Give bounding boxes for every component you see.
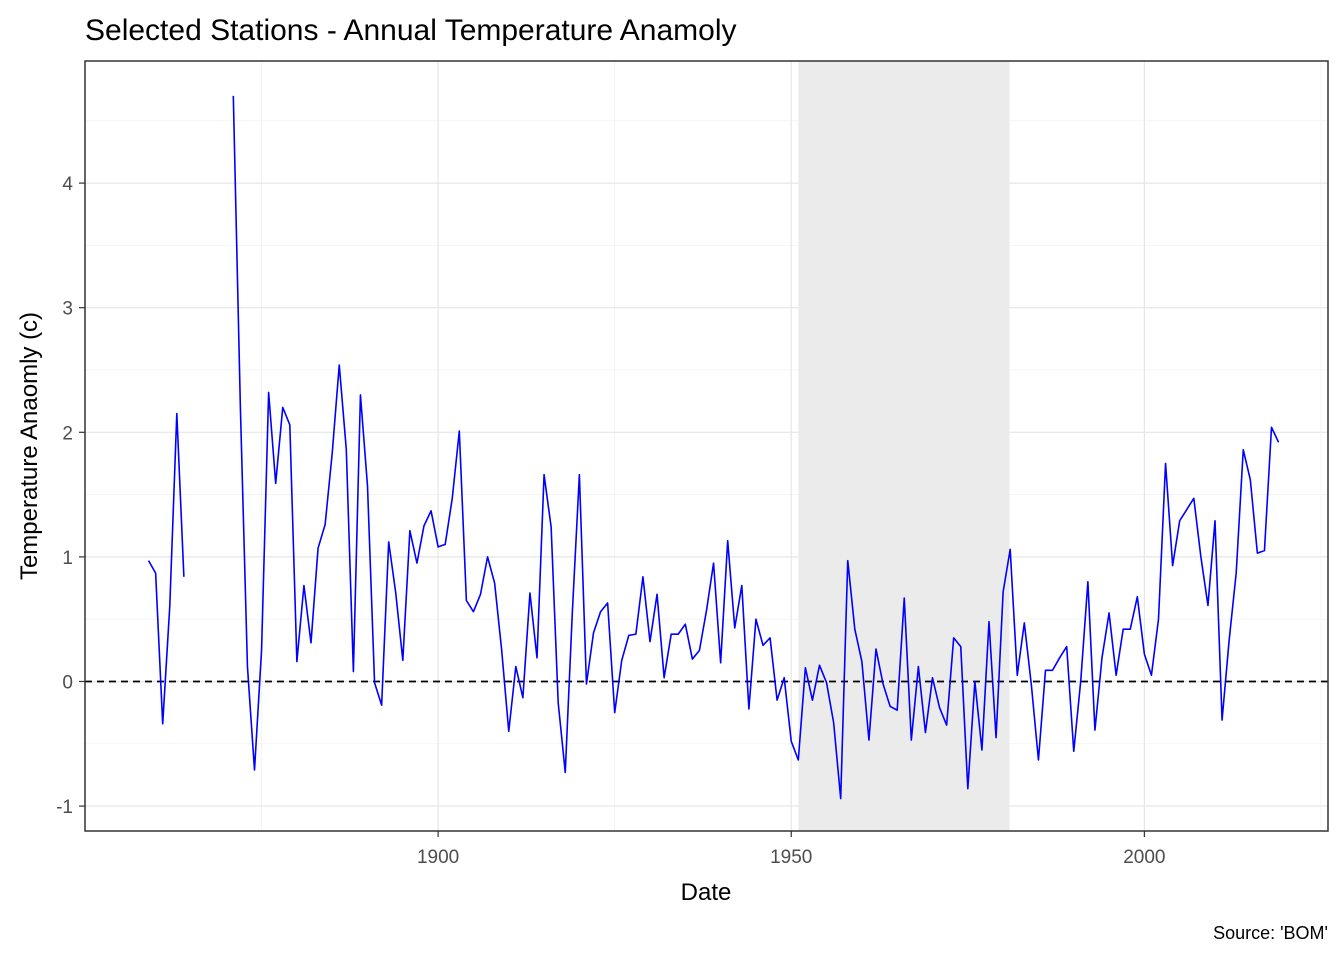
source-caption: Source: 'BOM': [1213, 923, 1328, 943]
series-lines: [147, 95, 1280, 800]
shaded-period-group: [798, 61, 1010, 831]
x-tick-label: 1900: [417, 847, 459, 868]
x-axis-title: Date: [681, 879, 732, 906]
shaded-period: [798, 61, 1010, 831]
chart-title: Selected Stations - Annual Temperature A…: [85, 14, 737, 47]
y-tick-label: -1: [56, 797, 73, 818]
y-tick-label: 2: [62, 423, 73, 444]
grid-lines: [85, 61, 1328, 831]
y-tick-label: 4: [62, 174, 73, 195]
x-tick-label: 2000: [1123, 847, 1165, 868]
x-axis-ticks: 1900 1950 2000: [417, 831, 1166, 868]
x-tick-label: 1950: [770, 847, 812, 868]
y-axis-title: Temperature Anaomly (c): [16, 312, 43, 580]
plot-panel: [85, 61, 1328, 831]
temperature-series-line: [147, 412, 185, 725]
y-axis-ticks: -1 0 1 2 3 4: [56, 174, 85, 818]
temperature-series-line: [232, 95, 1280, 800]
plot-border: [84, 60, 1329, 832]
y-tick-label: 3: [62, 299, 73, 320]
y-tick-label: 0: [62, 672, 73, 693]
y-tick-label: 1: [62, 548, 73, 569]
